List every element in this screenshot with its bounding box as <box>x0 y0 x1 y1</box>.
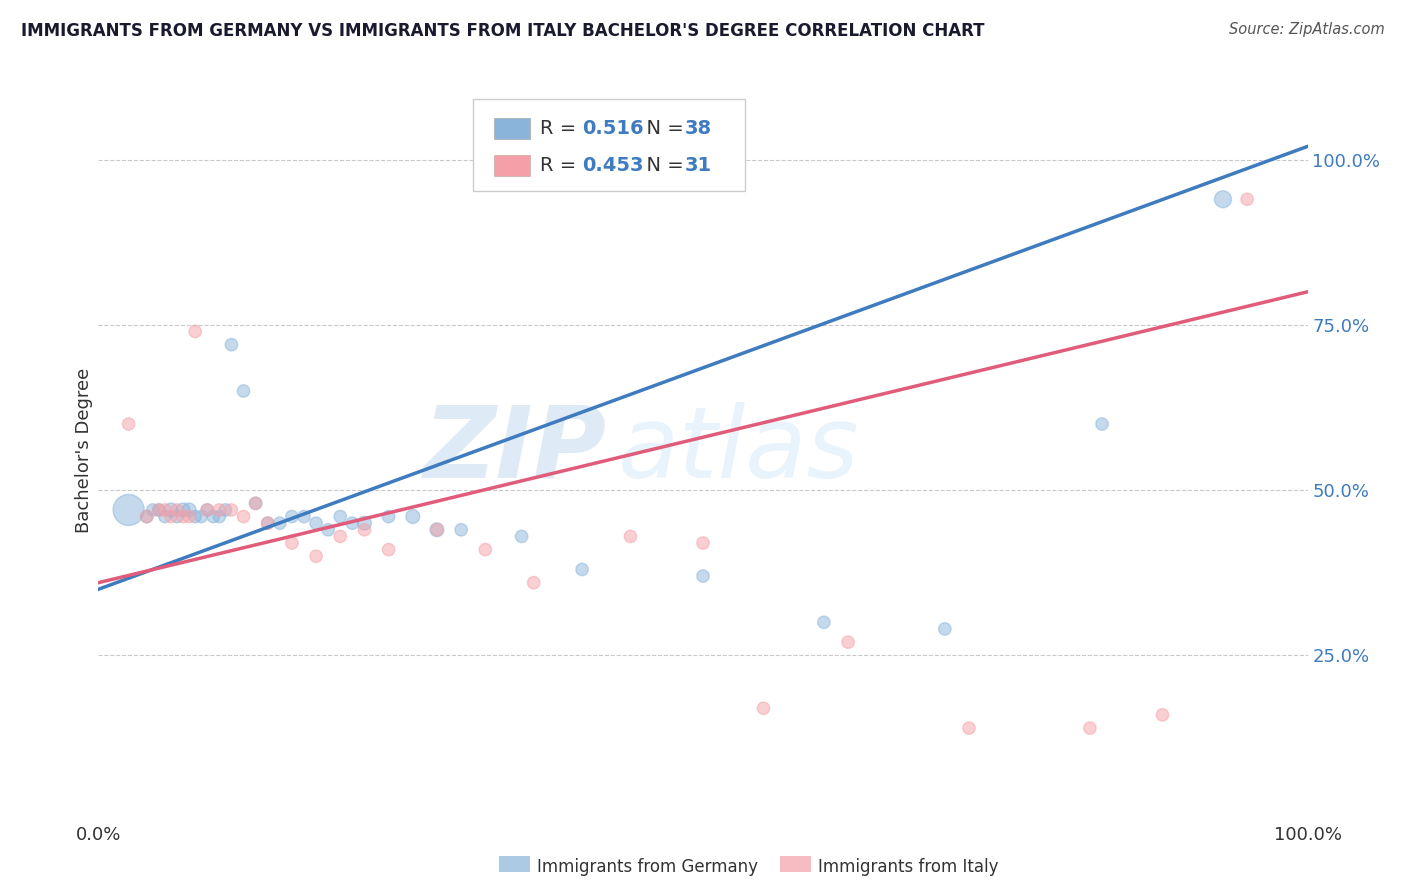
Point <box>692 536 714 550</box>
Point <box>353 523 375 537</box>
Point <box>329 529 352 543</box>
Point <box>692 569 714 583</box>
Point <box>342 516 364 531</box>
Point <box>450 523 472 537</box>
FancyBboxPatch shape <box>494 155 530 176</box>
Point <box>232 509 254 524</box>
Point <box>1212 192 1234 206</box>
Point <box>142 503 165 517</box>
Point <box>426 523 449 537</box>
Point <box>172 503 194 517</box>
Text: IMMIGRANTS FROM GERMANY VS IMMIGRANTS FROM ITALY BACHELOR'S DEGREE CORRELATION C: IMMIGRANTS FROM GERMANY VS IMMIGRANTS FR… <box>21 22 984 40</box>
Text: atlas: atlas <box>619 402 860 499</box>
Point <box>1236 192 1258 206</box>
Point <box>1152 707 1174 722</box>
Text: ZIP: ZIP <box>423 402 606 499</box>
Point <box>281 509 304 524</box>
Text: R =: R = <box>540 156 582 175</box>
Point <box>426 523 449 537</box>
Text: 38: 38 <box>685 119 711 138</box>
Point <box>619 529 641 543</box>
Point <box>160 503 183 517</box>
Point <box>184 325 207 339</box>
Point <box>316 523 339 537</box>
Point <box>571 562 593 576</box>
Point <box>195 503 218 517</box>
Point <box>166 503 188 517</box>
Point <box>195 503 218 517</box>
Point <box>160 509 183 524</box>
Point <box>377 509 399 524</box>
Point <box>837 635 859 649</box>
Point <box>184 509 207 524</box>
Point <box>153 509 176 524</box>
Point <box>221 337 243 351</box>
Point <box>118 417 141 431</box>
Point <box>813 615 835 630</box>
Point <box>179 503 201 517</box>
Point <box>148 503 170 517</box>
Point <box>281 536 304 550</box>
Point <box>221 503 243 517</box>
Point <box>1091 417 1114 431</box>
Point <box>957 721 980 735</box>
Point <box>1078 721 1101 735</box>
Point <box>402 509 425 524</box>
Point <box>523 575 546 590</box>
Text: N =: N = <box>634 119 690 138</box>
Point <box>172 509 194 524</box>
Text: R =: R = <box>540 119 582 138</box>
Point <box>256 516 278 531</box>
Text: 0.516: 0.516 <box>582 119 644 138</box>
Point <box>190 509 212 524</box>
Point <box>135 509 157 524</box>
Point <box>934 622 956 636</box>
Point <box>292 509 315 524</box>
Point <box>510 529 533 543</box>
Point <box>269 516 291 531</box>
Point <box>245 496 267 510</box>
Point <box>208 503 231 517</box>
Point <box>256 516 278 531</box>
Point <box>305 549 328 564</box>
FancyBboxPatch shape <box>474 99 745 191</box>
Point <box>245 496 267 510</box>
FancyBboxPatch shape <box>494 118 530 139</box>
Point <box>166 509 188 524</box>
Text: N =: N = <box>634 156 690 175</box>
Point <box>208 509 231 524</box>
Point <box>377 542 399 557</box>
Point <box>202 509 225 524</box>
Point <box>118 503 141 517</box>
Point <box>353 516 375 531</box>
Point <box>329 509 352 524</box>
Point <box>153 503 176 517</box>
Text: 0.453: 0.453 <box>582 156 644 175</box>
Text: Immigrants from Italy: Immigrants from Italy <box>818 858 998 876</box>
Point <box>135 509 157 524</box>
Point <box>474 542 496 557</box>
Text: 31: 31 <box>685 156 711 175</box>
Point <box>179 509 201 524</box>
Point <box>214 503 236 517</box>
Point <box>232 384 254 398</box>
Y-axis label: Bachelor's Degree: Bachelor's Degree <box>75 368 93 533</box>
Point <box>305 516 328 531</box>
Text: Source: ZipAtlas.com: Source: ZipAtlas.com <box>1229 22 1385 37</box>
Point <box>148 503 170 517</box>
Text: Immigrants from Germany: Immigrants from Germany <box>537 858 758 876</box>
Point <box>752 701 775 715</box>
